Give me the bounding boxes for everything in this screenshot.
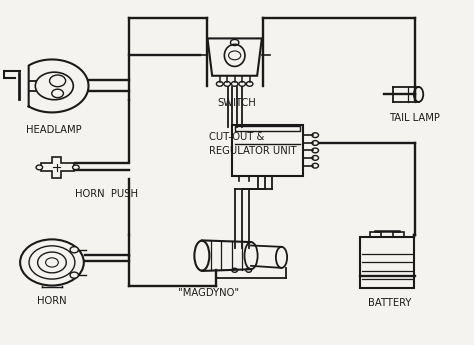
Circle shape — [231, 81, 238, 86]
Circle shape — [246, 268, 252, 272]
Circle shape — [36, 165, 43, 170]
Text: BATTERY: BATTERY — [367, 298, 411, 308]
Circle shape — [70, 247, 79, 253]
Text: SWITCH: SWITCH — [218, 98, 256, 108]
Bar — [393, 231, 404, 237]
Circle shape — [312, 156, 319, 160]
Circle shape — [312, 163, 319, 168]
Bar — [360, 237, 414, 288]
Circle shape — [224, 81, 230, 86]
Circle shape — [232, 268, 237, 272]
Text: HORN: HORN — [37, 296, 67, 306]
Bar — [235, 126, 300, 131]
Text: "MAGDYNO": "MAGDYNO" — [178, 288, 239, 298]
Circle shape — [70, 272, 79, 278]
Text: CUT-OUT &
REGULATOR UNIT: CUT-OUT & REGULATOR UNIT — [209, 132, 297, 156]
Text: HORN  PUSH: HORN PUSH — [75, 189, 138, 199]
Circle shape — [312, 133, 319, 138]
Circle shape — [312, 141, 319, 145]
Bar — [370, 231, 381, 237]
Text: HEADLAMP: HEADLAMP — [27, 125, 82, 135]
Circle shape — [217, 81, 223, 86]
Circle shape — [239, 81, 246, 86]
Circle shape — [73, 165, 79, 170]
Bar — [232, 125, 302, 176]
Text: TAIL LAMP: TAIL LAMP — [390, 113, 440, 123]
Circle shape — [312, 148, 319, 153]
Circle shape — [246, 81, 253, 86]
